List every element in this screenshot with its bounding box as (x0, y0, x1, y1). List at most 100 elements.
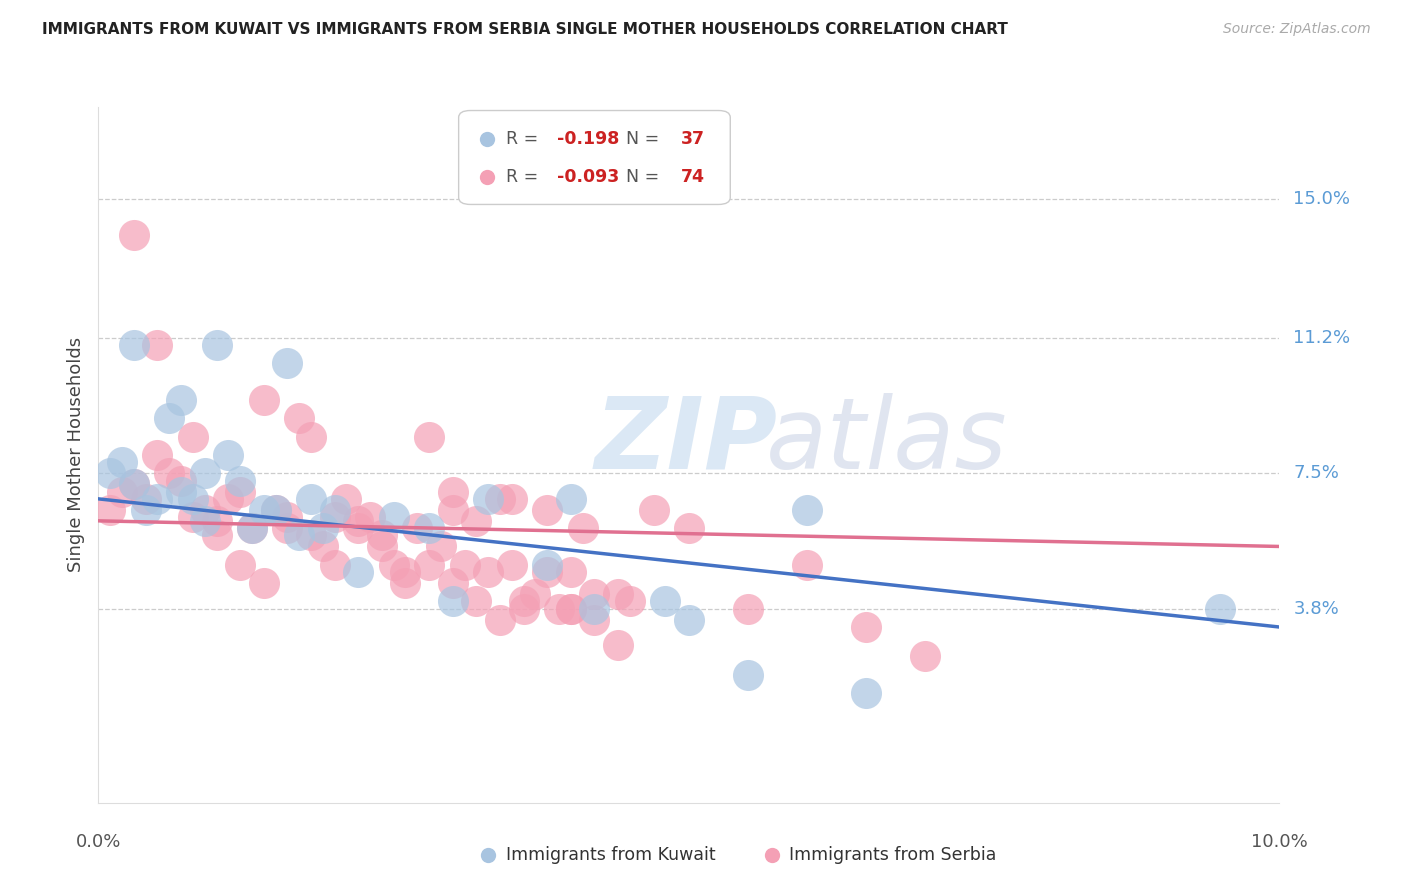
Point (359, 510, 381, 524)
Point (347, 565, 370, 579)
Point (170, 484, 193, 499)
Point (264, 503, 287, 517)
Point (855, 620, 877, 634)
Point (299, 429, 322, 443)
Point (146, 338, 169, 352)
Point (323, 503, 346, 517)
Point (135, 503, 157, 517)
Point (194, 514, 217, 528)
Point (465, 514, 488, 528)
Point (394, 565, 416, 579)
Text: R =: R = (506, 130, 544, 148)
Point (194, 467, 217, 481)
Point (157, 411, 180, 425)
Point (229, 484, 252, 499)
Text: Source: ZipAtlas.com: Source: ZipAtlas.com (1223, 22, 1371, 37)
Text: IMMIGRANTS FROM KUWAIT VS IMMIGRANTS FROM SERBIA SINGLE MOTHER HOUSEHOLDS CORREL: IMMIGRANTS FROM KUWAIT VS IMMIGRANTS FRO… (42, 22, 1008, 37)
Point (181, 491, 204, 506)
Point (560, 491, 582, 506)
Point (335, 491, 357, 506)
Point (441, 484, 464, 499)
Point (122, 228, 145, 243)
Point (382, 558, 405, 572)
Point (430, 540, 453, 554)
Point (583, 587, 606, 601)
Point (323, 510, 346, 524)
Point (288, 528, 311, 542)
Point (536, 565, 558, 579)
Point (229, 558, 252, 572)
Point (111, 455, 134, 469)
Point (571, 521, 593, 535)
Point (135, 491, 157, 506)
Point (583, 601, 606, 615)
Point (678, 521, 700, 535)
Text: R =: R = (506, 169, 544, 186)
Text: 7.5%: 7.5% (1294, 464, 1340, 483)
Point (288, 411, 311, 425)
Point (122, 338, 145, 352)
Point (122, 477, 145, 491)
Point (737, 667, 759, 681)
Point (489, 613, 512, 627)
Point (441, 576, 464, 591)
Point (796, 503, 818, 517)
Point (347, 521, 370, 535)
Point (253, 576, 276, 591)
Point (170, 392, 193, 407)
Point (157, 467, 180, 481)
Point (146, 448, 169, 462)
Point (181, 429, 204, 443)
Point (855, 686, 877, 700)
Point (406, 521, 429, 535)
Point (312, 521, 335, 535)
Point (229, 474, 252, 488)
Point (512, 594, 534, 608)
Point (264, 503, 287, 517)
Point (619, 594, 641, 608)
Text: N =: N = (614, 169, 664, 186)
Point (347, 514, 370, 528)
Text: 3.8%: 3.8% (1294, 599, 1339, 618)
Point (276, 521, 298, 535)
Point (299, 528, 322, 542)
Point (560, 565, 582, 579)
Text: 10.0%: 10.0% (1251, 833, 1308, 851)
Point (465, 594, 488, 608)
Text: 74: 74 (681, 169, 704, 186)
Point (560, 601, 582, 615)
Point (146, 491, 169, 506)
Point (217, 448, 239, 462)
Point (501, 558, 523, 572)
Point (418, 521, 440, 535)
Point (654, 594, 676, 608)
Text: ZIP: ZIP (595, 392, 778, 490)
Point (536, 503, 558, 517)
Point (678, 613, 700, 627)
Point (1209, 601, 1232, 615)
Point (477, 491, 499, 506)
Point (194, 503, 217, 517)
Point (560, 601, 582, 615)
Point (299, 491, 322, 506)
Point (253, 503, 276, 517)
Point (418, 429, 440, 443)
Text: 15.0%: 15.0% (1294, 190, 1350, 208)
Point (371, 540, 394, 554)
Point (643, 503, 665, 517)
Text: 0.0%: 0.0% (76, 833, 121, 851)
Text: -0.093: -0.093 (557, 169, 619, 186)
Point (418, 558, 440, 572)
Point (548, 601, 571, 615)
Point (607, 587, 630, 601)
Point (205, 528, 228, 542)
Point (382, 510, 405, 524)
Point (240, 521, 263, 535)
Point (253, 392, 276, 407)
Point (524, 587, 547, 601)
Point (122, 477, 145, 491)
Point (583, 613, 606, 627)
Point (441, 503, 464, 517)
Point (217, 491, 239, 506)
Point (205, 514, 228, 528)
